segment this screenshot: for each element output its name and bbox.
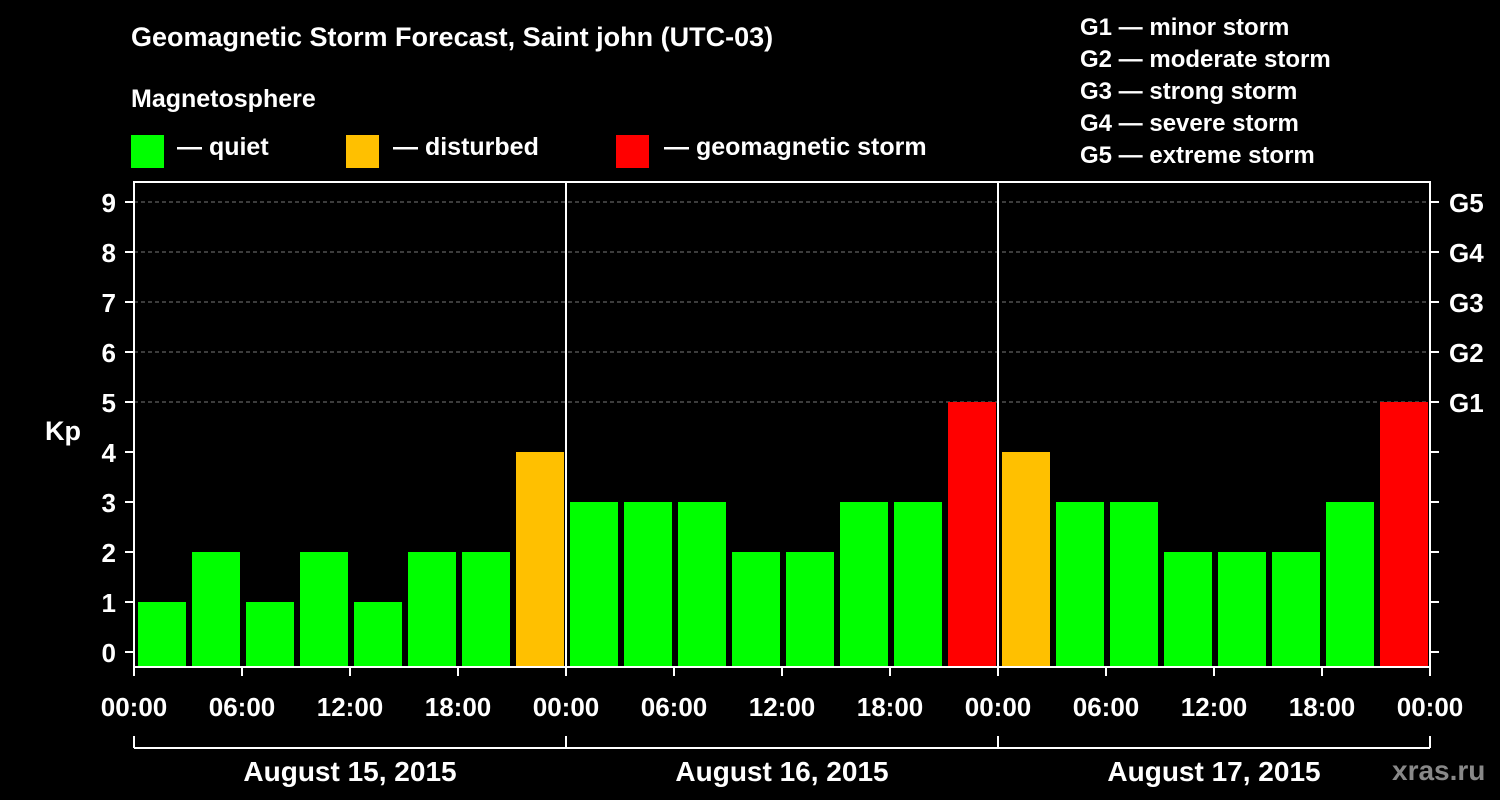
- y-tick-label: 2: [102, 538, 116, 568]
- x-tick-label: 00:00: [533, 692, 600, 722]
- kp-bar: [192, 552, 240, 667]
- x-tick-label: 06:00: [209, 692, 276, 722]
- kp-bar: [462, 552, 510, 667]
- day-label: August 15, 2015: [243, 756, 456, 787]
- x-tick-label: 12:00: [1181, 692, 1248, 722]
- legend-label-quiet: — quiet: [177, 133, 269, 161]
- x-tick-label: 00:00: [1397, 692, 1464, 722]
- legend-swatch-quiet: [131, 135, 164, 168]
- kp-bar: [1164, 552, 1212, 667]
- kp-bar: [354, 602, 402, 667]
- kp-bar: [678, 502, 726, 667]
- y-tick-label: 9: [102, 188, 116, 218]
- g-level-label: G1: [1449, 388, 1484, 418]
- x-tick-label: 00:00: [101, 692, 168, 722]
- y-tick-label: 1: [102, 588, 116, 618]
- y-tick-label: 0: [102, 638, 116, 668]
- kp-bar: [894, 502, 942, 667]
- legend-label-disturbed: — disturbed: [393, 133, 539, 161]
- g-scale-g5: G5 — extreme storm: [1080, 142, 1315, 169]
- x-tick-label: 18:00: [425, 692, 492, 722]
- x-tick-label: 00:00: [965, 692, 1032, 722]
- kp-bar: [732, 552, 780, 667]
- kp-bar: [1110, 502, 1158, 667]
- x-tick-label: 18:00: [1289, 692, 1356, 722]
- chart-title: Geomagnetic Storm Forecast, Saint john (…: [131, 22, 774, 52]
- y-tick-label: 6: [102, 338, 116, 368]
- magnetosphere-label: Magnetosphere: [131, 85, 316, 113]
- g-level-label: G4: [1449, 238, 1484, 268]
- y-tick-label: 3: [102, 488, 116, 518]
- kp-bar: [1002, 452, 1050, 667]
- x-tick-label: 12:00: [317, 692, 384, 722]
- y-tick-label: 4: [102, 438, 117, 468]
- kp-bar: [570, 502, 618, 667]
- x-tick-label: 12:00: [749, 692, 816, 722]
- kp-bar: [624, 502, 672, 667]
- kp-bar: [516, 452, 564, 667]
- kp-bar: [948, 402, 996, 667]
- y-tick-label: 7: [102, 288, 116, 318]
- kp-bar: [138, 602, 186, 667]
- g-scale-g2: G2 — moderate storm: [1080, 46, 1331, 73]
- kp-bar: [246, 602, 294, 667]
- y-tick-label: 5: [102, 388, 116, 418]
- g-scale-g1: G1 — minor storm: [1080, 14, 1290, 41]
- legend-label-storm: — geomagnetic storm: [664, 133, 927, 161]
- kp-bar: [1380, 402, 1428, 667]
- kp-bar: [1056, 502, 1104, 667]
- kp-bar: [1272, 552, 1320, 667]
- kp-bar: [300, 552, 348, 667]
- legend-swatch-storm: [616, 135, 649, 168]
- kp-bar: [1326, 502, 1374, 667]
- y-tick-label: 8: [102, 238, 116, 268]
- x-tick-label: 06:00: [1073, 692, 1140, 722]
- kp-bar: [408, 552, 456, 667]
- g-level-label: G3: [1449, 288, 1484, 318]
- day-label: August 16, 2015: [675, 756, 888, 787]
- g-scale-g4: G4 — severe storm: [1080, 110, 1299, 137]
- legend-swatch-disturbed: [346, 135, 379, 168]
- g-scale-g3: G3 — strong storm: [1080, 78, 1298, 105]
- kp-bar: [786, 552, 834, 667]
- kp-bar: [1218, 552, 1266, 667]
- watermark: xras.ru: [1392, 755, 1486, 786]
- g-level-label: G2: [1449, 338, 1484, 368]
- kp-bar: [840, 502, 888, 667]
- x-tick-label: 06:00: [641, 692, 708, 722]
- x-tick-label: 18:00: [857, 692, 924, 722]
- y-axis-label: Kp: [45, 416, 81, 446]
- day-label: August 17, 2015: [1107, 756, 1320, 787]
- g-level-label: G5: [1449, 188, 1484, 218]
